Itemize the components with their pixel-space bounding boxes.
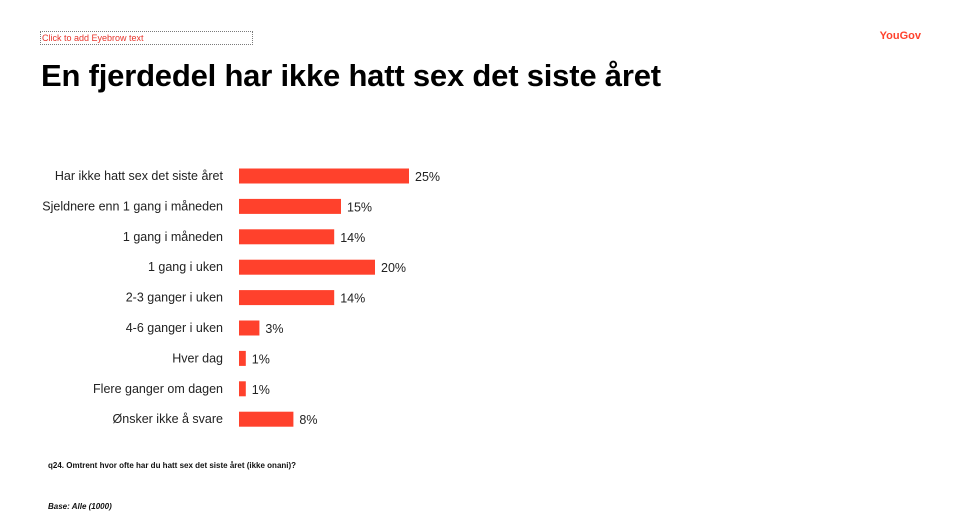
category-label: Sjeldnere enn 1 gang i måneden (42, 199, 223, 213)
value-label: 14% (340, 292, 365, 306)
base-text: Base: Alle (1000) (48, 502, 112, 511)
value-label: 20% (381, 261, 406, 275)
bar (239, 320, 260, 336)
bar (239, 229, 335, 245)
category-label: Ønsker ikke å svare (113, 412, 224, 426)
bar (239, 350, 246, 366)
category-label: Flere ganger om dagen (93, 382, 223, 396)
bar (239, 198, 341, 214)
bar (239, 290, 335, 306)
yougov-logo: YouGov (879, 30, 921, 42)
value-label: 1% (252, 383, 270, 397)
category-label: 1 gang i uken (148, 260, 223, 274)
bar (239, 259, 375, 275)
value-label: 14% (340, 231, 365, 245)
category-label: 1 gang i måneden (123, 230, 223, 244)
value-label: 8% (299, 413, 317, 427)
value-label: 3% (265, 322, 283, 336)
eyebrow-placeholder[interactable]: Click to add Eyebrow text (40, 31, 253, 45)
bar (239, 168, 409, 184)
bar (239, 411, 294, 427)
category-label: Har ikke hatt sex det siste året (55, 169, 224, 183)
page-title: En fjerdedel har ikke hatt sex det siste… (41, 58, 661, 93)
category-label: Hver dag (172, 351, 223, 365)
value-label: 1% (252, 352, 270, 366)
value-label: 15% (347, 200, 372, 214)
category-label: 4-6 ganger i uken (126, 321, 223, 335)
bar (239, 381, 246, 397)
value-label: 25% (415, 170, 440, 184)
question-text: q24. Omtrent hvor ofte har du hatt sex d… (48, 461, 297, 470)
category-label: 2-3 ganger i uken (126, 291, 223, 305)
